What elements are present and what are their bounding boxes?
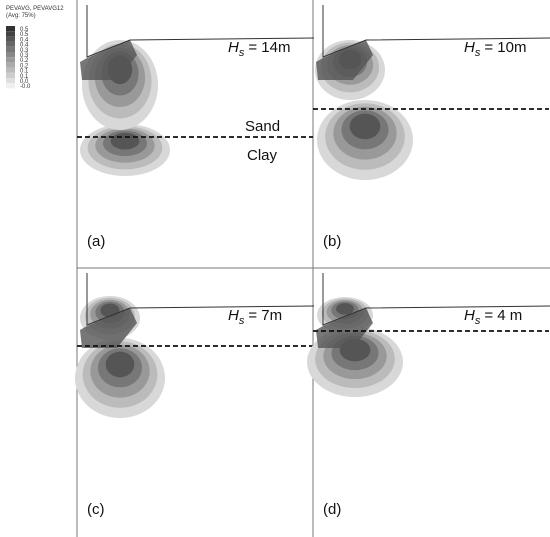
legend-swatch	[6, 57, 15, 63]
legend-level: 0.2	[20, 58, 29, 64]
legend-swatch	[6, 46, 15, 52]
depth-subscript: s	[239, 315, 245, 327]
legend-level: 0.4	[20, 43, 29, 49]
legend-swatch	[6, 62, 15, 68]
trench-contour	[316, 40, 373, 80]
depth-value: = 4 m	[484, 307, 522, 324]
legend-level: 0.4	[20, 37, 29, 43]
legend-swatch	[6, 78, 15, 84]
panel: (a) Hs = 14m Sand Clay	[77, 5, 315, 250]
legend-swatch	[6, 83, 15, 89]
sand-depth: Hs = 10m	[464, 39, 526, 59]
panel: (b) Hs = 10m	[313, 5, 550, 250]
legend-swatch	[6, 26, 15, 32]
depth-symbol: H	[464, 307, 475, 324]
legend-swatch	[6, 41, 15, 47]
legend-swatch	[6, 52, 15, 58]
layer-name: Sand	[245, 118, 280, 135]
layer-name: Clay	[247, 147, 278, 164]
panel-label: (c)	[87, 501, 105, 518]
legend-level: 0.1	[20, 74, 29, 80]
panel: (c) Hs = 7m	[75, 273, 315, 518]
contour	[105, 351, 135, 378]
trench-contour	[316, 308, 373, 348]
panel-label: (a)	[87, 233, 105, 250]
legend-title: PEVAVG, PEVAVG12	[6, 6, 64, 12]
legend-level: 0.5	[20, 27, 29, 33]
panel: (d) Hs = 4 m	[307, 273, 550, 518]
legend-swatch	[6, 67, 15, 73]
legend: PEVAVG, PEVAVG12(Avg: 75%)0.50.50.40.40.…	[6, 6, 64, 90]
seabed-line	[86, 273, 315, 326]
contour	[110, 132, 140, 150]
sand-depth: Hs = 7m	[228, 307, 282, 327]
trench-contour	[80, 308, 137, 348]
contour	[336, 303, 354, 315]
legend-level: 0.3	[20, 53, 29, 59]
depth-value: = 14m	[248, 39, 290, 56]
depth-subscript: s	[239, 47, 245, 59]
legend-level: 0.1	[20, 69, 29, 75]
seabed-line	[86, 5, 315, 58]
sand-depth: Hs = 14m	[228, 39, 290, 59]
depth-symbol: H	[228, 307, 239, 324]
sand-depth: Hs = 4 m	[464, 307, 522, 327]
legend-swatch	[6, 36, 15, 42]
legend-level: -0.0	[20, 84, 31, 90]
contour	[349, 113, 381, 140]
depth-subscript: s	[475, 315, 481, 327]
depth-subscript: s	[475, 47, 481, 59]
legend-level: 0.5	[20, 32, 29, 38]
seabed-line	[322, 273, 550, 326]
legend-level: 0.0	[20, 79, 29, 85]
depth-symbol: H	[228, 39, 239, 56]
seabed-line	[322, 5, 550, 58]
legend-level: 0.3	[20, 48, 29, 54]
legend-swatch	[6, 31, 15, 37]
depth-value: = 7m	[248, 307, 282, 324]
panel-label: (b)	[323, 233, 341, 250]
trench-contour	[80, 40, 137, 80]
depth-value: = 10m	[484, 39, 526, 56]
depth-symbol: H	[464, 39, 475, 56]
panel-label: (d)	[323, 501, 341, 518]
legend-swatch	[6, 72, 15, 78]
legend-level: 0.2	[20, 63, 29, 69]
legend-title: (Avg: 75%)	[6, 13, 36, 19]
